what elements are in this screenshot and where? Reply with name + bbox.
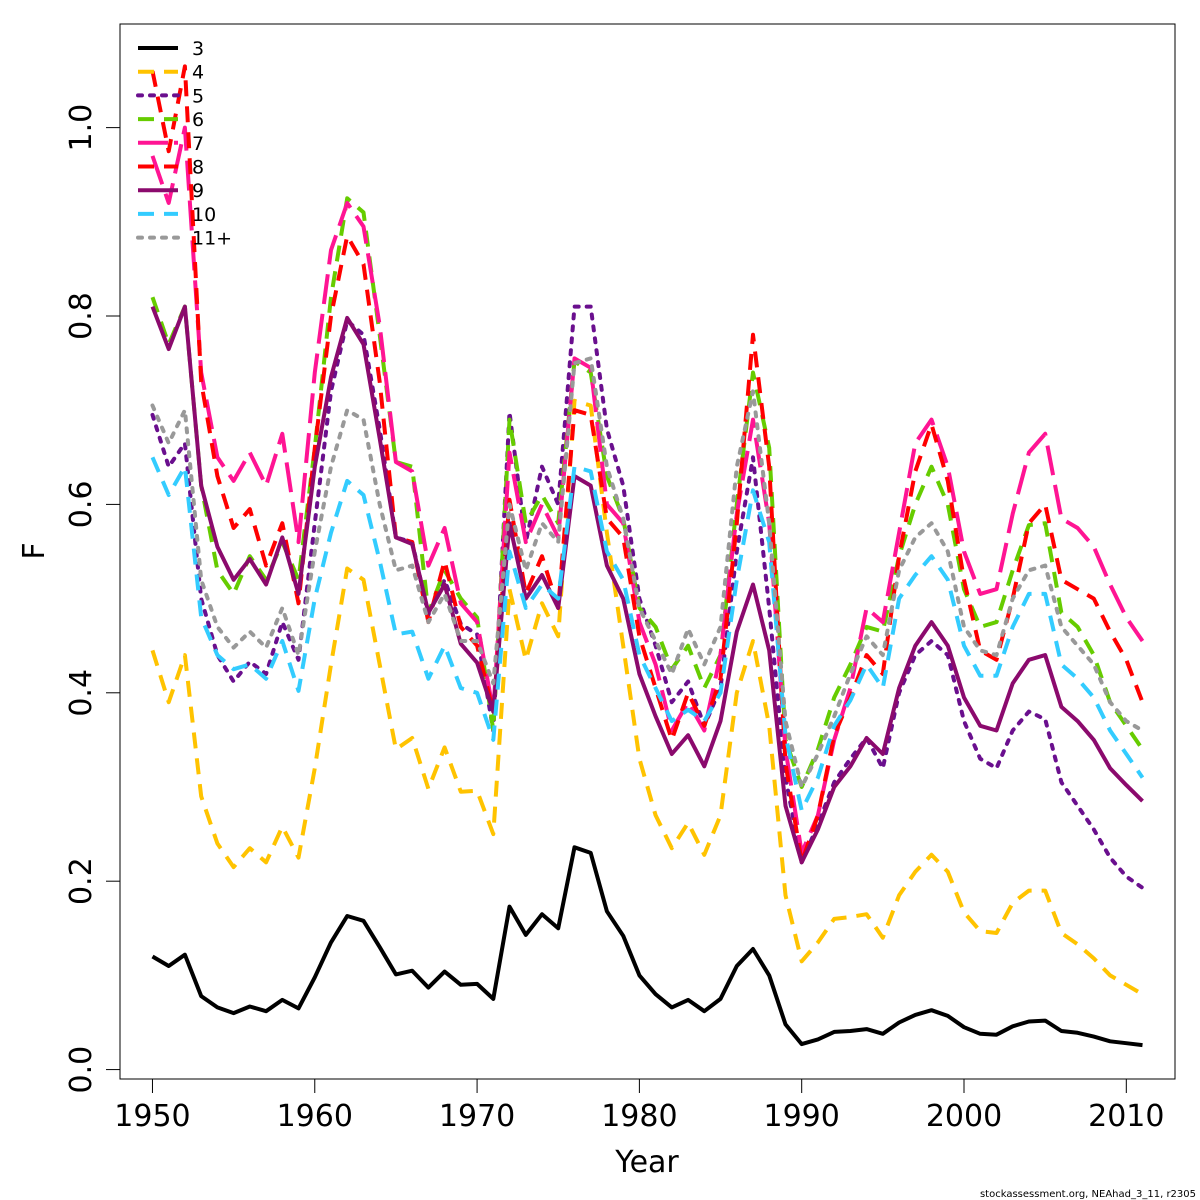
legend-label: 4 xyxy=(192,62,204,84)
legend-label: 10 xyxy=(192,204,216,226)
legend-label: 9 xyxy=(192,180,204,202)
series-line-9 xyxy=(150,304,1144,865)
x-axis-title: Year xyxy=(614,1145,679,1180)
legend-label: 7 xyxy=(192,133,204,155)
series-line-5 xyxy=(150,304,1145,890)
legend-label: 5 xyxy=(192,85,204,107)
x-tick-label: 1990 xyxy=(764,1099,840,1134)
y-axis-title: F xyxy=(17,542,52,559)
x-tick-label: 1950 xyxy=(114,1099,190,1134)
x-tick-label: 2000 xyxy=(926,1099,1002,1134)
series-line-7 xyxy=(150,125,1145,855)
x-tick-label: 1980 xyxy=(601,1099,677,1134)
y-tick-label: 0.2 xyxy=(64,857,99,905)
legend-label: 3 xyxy=(192,38,204,60)
series-line-11plus xyxy=(150,356,1145,789)
y-tick-label: 1.0 xyxy=(64,104,99,152)
y-tick-label: 0.6 xyxy=(64,481,99,529)
series-line-4 xyxy=(150,398,1144,996)
axes: 1950 1960 1970 1980 1990 2000 2010 0.0 0.2 0.4 0.6… xyxy=(64,104,1164,1134)
legend-label: 8 xyxy=(192,157,204,179)
series-line-6 xyxy=(150,196,1145,789)
x-tick-label: 2010 xyxy=(1088,1099,1164,1134)
series-line-10 xyxy=(150,456,1145,813)
y-tick-label: 0.4 xyxy=(64,669,99,717)
x-tick-label: 1960 xyxy=(277,1099,353,1134)
y-tick-label: 0.0 xyxy=(64,1046,99,1094)
legend-label: 6 xyxy=(192,109,204,131)
legend-label: 11+ xyxy=(192,228,232,250)
y-tick-label: 0.8 xyxy=(64,292,99,340)
x-tick-label: 1970 xyxy=(439,1099,515,1134)
series-layer xyxy=(150,64,1145,1048)
footer-note: stockassessment.org, NEAhad_3_11, r2305 xyxy=(980,1189,1196,1200)
series-line-8 xyxy=(150,64,1145,865)
series-line-3 xyxy=(151,845,1143,1048)
